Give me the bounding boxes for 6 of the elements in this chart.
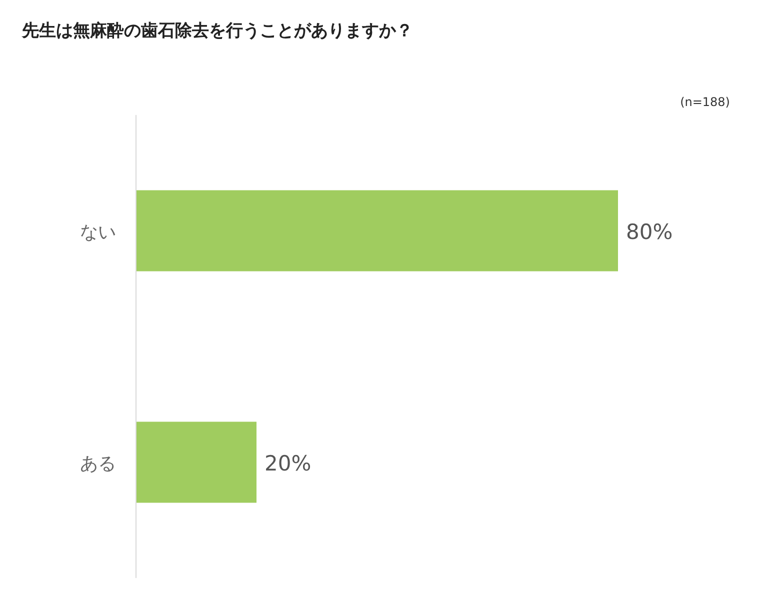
y-tick-label: ない — [80, 222, 116, 243]
chart-title: 先生は無麻酔の歯石除去を行うことがありますか？ — [21, 21, 413, 41]
y-tick-label: ある — [80, 453, 116, 474]
text: (n=188) — [680, 95, 730, 109]
data-label: 20% — [264, 451, 312, 476]
data-label: 80% — [626, 220, 673, 244]
